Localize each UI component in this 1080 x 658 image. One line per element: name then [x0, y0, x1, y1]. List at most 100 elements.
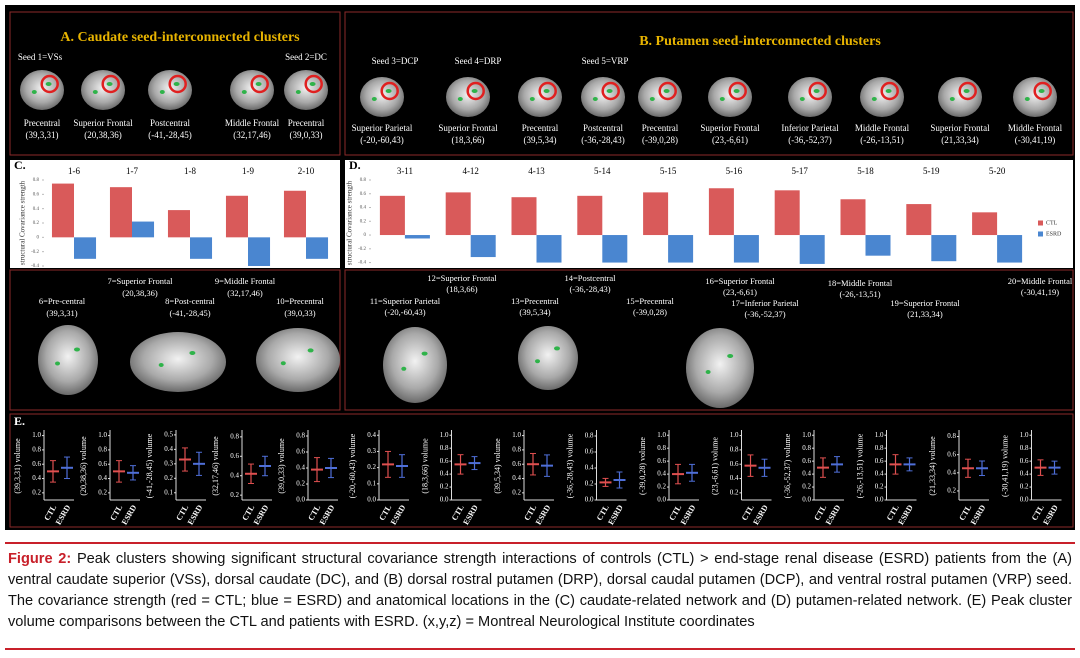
activation-blob: [871, 97, 877, 101]
y-tick-label: 0.6: [230, 452, 239, 460]
activation-blob: [158, 363, 164, 367]
activation-blob: [719, 97, 725, 101]
y-axis-label: (39,5,34) volume: [493, 438, 502, 494]
bar: [132, 221, 155, 238]
activation-blob: [1024, 97, 1030, 101]
y-tick-label: 1.0: [875, 431, 884, 439]
y-tick-label: 0.8: [875, 444, 884, 452]
y-tick-label: 0.6: [32, 460, 41, 468]
activation-blob: [371, 97, 377, 101]
y-tick-label: 0.4: [512, 474, 521, 482]
y-axis-label: (23,-6,61) volume: [710, 437, 719, 495]
cluster-region: Superior Frontal: [438, 123, 498, 133]
bar: [511, 197, 537, 236]
panel-label: E.: [14, 414, 25, 428]
bar: [190, 237, 213, 259]
region-label: 7=Superior Frontal: [108, 276, 174, 286]
y-tick-label: -0.2: [358, 247, 366, 252]
region-label: 13=Precentral: [511, 296, 559, 306]
cluster-region: Middle Frontal: [1008, 123, 1063, 133]
y-tick-label: 0.8: [802, 444, 811, 452]
brain-image: [581, 77, 625, 117]
y-tick-label: 0.4: [730, 474, 739, 482]
cluster-coords: (32,17,46): [233, 130, 271, 140]
y-tick-label: 0.2: [730, 488, 739, 496]
y-tick-label: 0.8: [33, 178, 40, 183]
panel-a-frame: [9, 11, 341, 156]
seed-label: Seed 1=VSs: [18, 52, 63, 62]
brain-image: [383, 327, 447, 403]
y-tick-label: 0.4: [98, 474, 107, 482]
activation-blob: [535, 359, 540, 364]
y-axis-label: (39,3,31) volume: [13, 438, 22, 494]
y-tick-label: 0.8: [360, 178, 367, 183]
region-coords: (21,33,34): [907, 309, 943, 319]
region-coords: (18,3,66): [446, 284, 477, 294]
y-tick-label: 0.0: [875, 496, 884, 504]
y-tick-label: 0.4: [657, 470, 666, 478]
region-coords: (-20,-60,43): [384, 307, 425, 317]
panel-e-frame: [9, 413, 1074, 528]
y-tick-label: 0.4: [1020, 470, 1029, 478]
y-tick-label: 0.6: [296, 448, 305, 456]
highlight-circle: [538, 81, 557, 101]
y-tick-label: 0.6: [730, 460, 739, 468]
brain-image: [256, 328, 340, 392]
y-tick-label: 0: [364, 233, 367, 238]
y-tick-label: 0.8: [730, 446, 739, 454]
y-axis-label: (-20,-60,43) volume: [348, 433, 357, 498]
y-tick-label: 0.4: [440, 470, 449, 478]
category-label: 3-11: [397, 166, 413, 176]
bar: [708, 188, 734, 236]
y-tick-label: 0.0: [440, 496, 449, 504]
y-tick-label: 0.2: [230, 491, 239, 499]
bar: [906, 204, 932, 236]
region-coords: (39,0,33): [284, 308, 315, 318]
bar: [470, 235, 496, 258]
region-label: 18=Middle Frontal: [828, 278, 893, 288]
cluster-coords: (39,3,31): [26, 130, 59, 140]
activation-blob: [241, 90, 247, 94]
y-tick-label: 0: [37, 235, 40, 240]
cluster-coords: (-36,-52,37): [788, 135, 832, 145]
y-axis-label: (21,33,34) volume: [928, 436, 937, 496]
cluster-region: Precentral: [522, 123, 559, 133]
brain-image: [81, 70, 125, 110]
cluster-coords: (-20,-60,43): [360, 135, 404, 145]
brain-image: [20, 70, 64, 110]
activation-blob: [529, 97, 535, 101]
y-tick-label: 1.0: [512, 431, 521, 439]
y-tick-label: 0.4: [33, 207, 40, 212]
y-tick-label: 1.0: [657, 431, 666, 439]
y-tick-label: -0.4: [358, 261, 366, 266]
y-tick-label: 0.8: [296, 432, 305, 440]
brain-image: [860, 77, 904, 117]
highlight-circle: [958, 81, 977, 101]
activation-blob: [309, 82, 316, 86]
region-coords: (32,17,46): [227, 288, 263, 298]
legend-label: CTL: [1046, 220, 1058, 226]
legend-swatch: [1038, 231, 1043, 237]
region-label: 12=Superior Frontal: [427, 273, 497, 283]
caption-rule-top: [5, 542, 1075, 544]
cluster-coords: (-26,-13,51): [860, 135, 904, 145]
category-label: 5-18: [857, 166, 874, 176]
highlight-circle: [168, 74, 187, 94]
category-label: 4-12: [462, 166, 479, 176]
y-tick-label: 0.2: [33, 221, 40, 226]
y-tick-label: 0.2: [32, 488, 41, 496]
brain-image: [446, 77, 490, 117]
cluster-region: Precentral: [24, 118, 61, 128]
y-tick-label: 0.2: [360, 219, 367, 224]
region-label: 16=Superior Frontal: [705, 276, 775, 286]
y-axis-label: structural Covariance strength: [346, 180, 354, 265]
cluster-coords: (39,5,34): [524, 135, 557, 145]
cluster-region: Precentral: [642, 123, 679, 133]
y-axis-label: (-36,-52,37) volume: [783, 433, 792, 498]
region-label: 20=Middle Frontal: [1008, 276, 1073, 286]
bar: [865, 235, 891, 256]
category-label: 5-16: [726, 166, 743, 176]
activation-blob: [55, 361, 60, 366]
region-coords: (-36,-28,43): [569, 284, 610, 294]
cluster-region: Superior Parietal: [352, 123, 413, 133]
